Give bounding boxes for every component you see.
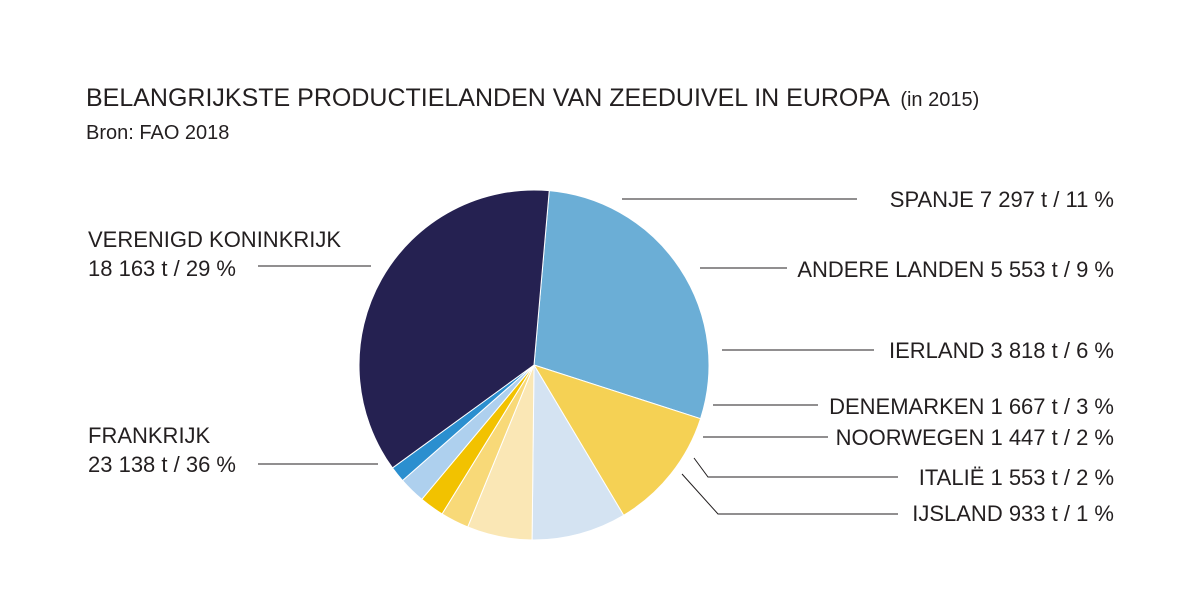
leader-line-ijsland [681,473,898,515]
pie-slice-andere-landen [531,363,625,541]
pie-slice-spanje [532,364,702,516]
chart-source: Bron: FAO 2018 [86,122,229,144]
slice-label-italie: ITALIË 1 553 t / 2 % [919,465,1114,490]
slice-label-value-frankrijk: 23 138 t / 36 % [88,452,236,477]
pie-labels: VERENIGD KONINKRIJK 18 163 t / 29 % SPANJE… [88,187,1114,526]
slice-label-ijsland: IJSLAND 933 t / 1 % [912,501,1114,526]
pie-slice-verenigd-koninkrijk [533,190,710,420]
pie-slices [358,189,710,541]
slice-label-value-verenigd-koninkrijk: 18 163 t / 29 % [88,256,236,281]
slice-label-name-verenigd-koninkrijk: VERENIGD KONINKRIJK [88,227,341,252]
pie-slice-frankrijk [358,189,550,469]
slice-label-spanje: SPANJE 7 297 t / 11 % [890,187,1114,212]
slice-label-andere-landen: ANDERE LANDEN 5 553 t / 9 % [797,257,1114,282]
chart-title-row: BELANGRIJKSTE PRODUCTIELANDEN VAN ZEEDUI… [86,84,979,112]
slice-label-name-frankrijk: FRANKRIJK [88,423,211,448]
slice-label-denemarken: DENEMARKEN 1 667 t / 3 % [829,394,1114,419]
chart-title: BELANGRIJKSTE PRODUCTIELANDEN VAN ZEEDUI… [86,84,890,112]
slice-label-noorwegen: NOORWEGEN 1 447 t / 2 % [836,425,1114,450]
leader-line-italie [693,457,898,478]
slice-label-ierland: IERLAND 3 818 t / 6 % [889,338,1114,363]
chart-title-suffix: (in 2015) [900,89,979,111]
